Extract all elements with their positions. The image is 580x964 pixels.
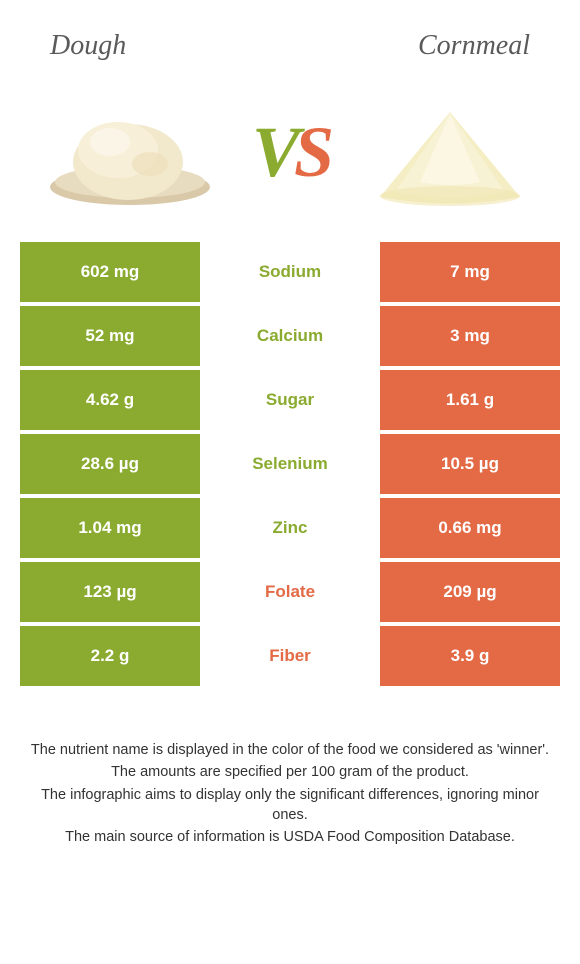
vs-s: S <box>294 112 328 192</box>
left-value: 123 µg <box>20 562 200 622</box>
header: Dough Cornmeal <box>20 20 560 82</box>
left-value: 602 mg <box>20 242 200 302</box>
right-value: 0.66 mg <box>380 498 560 558</box>
table-row: 2.2 gFiber3.9 g <box>20 626 560 686</box>
images-row: VS <box>20 82 560 242</box>
vs-v: V <box>252 112 294 192</box>
nutrient-label: Sodium <box>200 242 380 302</box>
right-value: 209 µg <box>380 562 560 622</box>
table-row: 4.62 gSugar1.61 g <box>20 370 560 430</box>
right-value: 3.9 g <box>380 626 560 686</box>
nutrient-label: Selenium <box>200 434 380 494</box>
left-value: 1.04 mg <box>20 498 200 558</box>
nutrient-table: 602 mgSodium7 mg52 mgCalcium3 mg4.62 gSu… <box>20 242 560 710</box>
right-value: 1.61 g <box>380 370 560 430</box>
cornmeal-image <box>360 92 540 212</box>
vs-label: VS <box>252 111 328 194</box>
right-value: 7 mg <box>380 242 560 302</box>
right-food-title: Cornmeal <box>418 30 530 62</box>
nutrient-label: Fiber <box>200 626 380 686</box>
nutrient-label: Folate <box>200 562 380 622</box>
footer-line-3: The infographic aims to display only the… <box>30 785 550 826</box>
table-row: 28.6 µgSelenium10.5 µg <box>20 434 560 494</box>
left-value: 4.62 g <box>20 370 200 430</box>
nutrient-label: Sugar <box>200 370 380 430</box>
right-value: 10.5 µg <box>380 434 560 494</box>
table-row: 123 µgFolate209 µg <box>20 562 560 622</box>
nutrient-label: Calcium <box>200 306 380 366</box>
left-value: 28.6 µg <box>20 434 200 494</box>
left-value: 52 mg <box>20 306 200 366</box>
left-food-title: Dough <box>50 30 126 62</box>
table-row: 602 mgSodium7 mg <box>20 242 560 302</box>
right-value: 3 mg <box>380 306 560 366</box>
table-row: 52 mgCalcium3 mg <box>20 306 560 366</box>
nutrient-label: Zinc <box>200 498 380 558</box>
footer-line-4: The main source of information is USDA F… <box>30 827 550 847</box>
footer-notes: The nutrient name is displayed in the co… <box>20 710 560 847</box>
left-value: 2.2 g <box>20 626 200 686</box>
table-row: 1.04 mgZinc0.66 mg <box>20 498 560 558</box>
footer-line-2: The amounts are specified per 100 gram o… <box>30 762 550 782</box>
footer-line-1: The nutrient name is displayed in the co… <box>30 740 550 760</box>
dough-image <box>40 92 220 212</box>
